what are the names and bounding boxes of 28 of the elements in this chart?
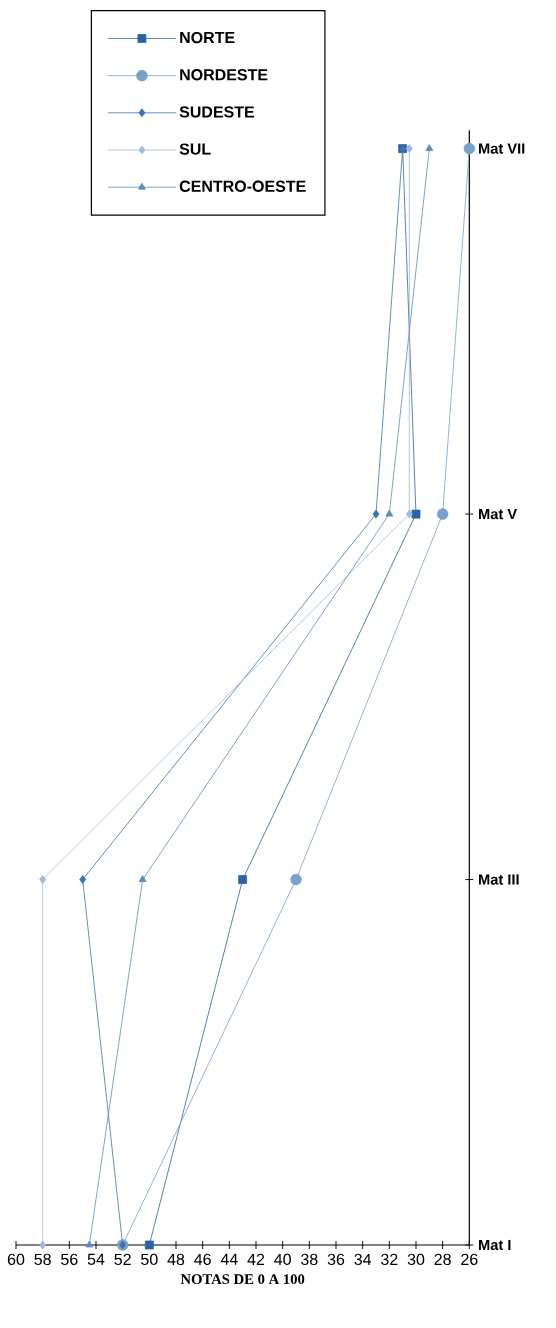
legend-label: NORDESTE [180, 69, 268, 81]
legend-label: SUL [179, 143, 211, 155]
x-tick-label: 48 [167, 1253, 185, 1266]
x-tick-label: 34 [354, 1253, 372, 1266]
y-tick-label: Mat I [479, 1239, 511, 1251]
x-tick-label: 58 [34, 1253, 51, 1266]
x-tick-label: 38 [301, 1253, 318, 1266]
legend-label: NORTE [180, 31, 235, 44]
x-tick-label: 50 [141, 1253, 158, 1266]
y-tick-label: Mat VII [479, 143, 525, 154]
x-tick-label: 60 [7, 1253, 25, 1266]
x-tick-label: 26 [461, 1253, 478, 1266]
y-tick-label: Mat V [479, 508, 518, 520]
x-axis-title: NOTAS DE 0 A 100 [180, 1274, 305, 1285]
y-tick-label: Mat III [479, 874, 519, 885]
x-tick-label: 30 [407, 1253, 425, 1266]
x-tick-label: 52 [114, 1253, 131, 1266]
x-tick-label: 46 [194, 1253, 211, 1266]
x-tick-label: 54 [87, 1253, 105, 1265]
legend-label: CENTRO-OESTE [179, 180, 306, 192]
x-tick-label: 44 [220, 1253, 238, 1265]
legend-label: SUDESTE [179, 106, 255, 118]
x-tick-label: 40 [274, 1253, 291, 1266]
x-tick-label: 32 [381, 1253, 398, 1266]
x-tick-label: 36 [327, 1253, 345, 1266]
x-tick-label: 56 [61, 1253, 78, 1266]
x-tick-label: 42 [247, 1253, 265, 1265]
x-tick-label: 28 [434, 1253, 451, 1266]
